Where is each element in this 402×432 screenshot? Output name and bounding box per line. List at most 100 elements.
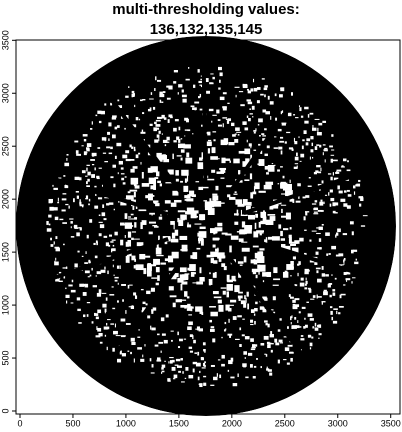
branch [203, 41, 205, 186]
speck [197, 233, 201, 237]
speck [250, 320, 253, 323]
speck [320, 168, 321, 171]
speck [140, 162, 141, 165]
speck [270, 331, 272, 334]
speck [254, 186, 255, 191]
speck [249, 108, 251, 109]
speck [142, 220, 147, 225]
speck [255, 223, 257, 229]
speck [256, 230, 264, 232]
speck [131, 238, 134, 240]
speck [319, 247, 321, 249]
x-tick-label: 1500 [169, 418, 189, 428]
speck [347, 205, 348, 207]
speck [333, 172, 334, 175]
speck [126, 195, 134, 199]
speck [271, 206, 279, 209]
speck [131, 214, 134, 216]
speck [213, 139, 215, 141]
speck [361, 225, 365, 226]
speck [256, 275, 258, 278]
speck [328, 283, 332, 285]
speck [153, 307, 157, 310]
speck [218, 125, 222, 127]
speck [129, 306, 133, 307]
speck [96, 335, 101, 337]
speck [323, 152, 324, 155]
speck [188, 321, 193, 325]
speck [291, 325, 292, 329]
speck [262, 78, 265, 79]
speck [149, 213, 155, 215]
speck [312, 143, 313, 146]
speck [127, 351, 129, 352]
speck [104, 161, 108, 162]
speck [185, 367, 188, 371]
speck [218, 67, 222, 70]
speck [186, 79, 190, 81]
speck [142, 172, 144, 179]
speck [128, 232, 131, 238]
speck [154, 122, 157, 124]
speck [85, 198, 87, 199]
speck [100, 342, 103, 344]
speck [132, 94, 133, 97]
speck [185, 158, 192, 164]
speck [299, 311, 301, 313]
speck [356, 259, 357, 261]
speck [258, 124, 259, 125]
speck [86, 185, 90, 187]
speck [63, 244, 65, 245]
speck [164, 361, 166, 362]
speck [115, 127, 118, 130]
speck [192, 335, 193, 339]
speck [340, 199, 345, 202]
speck [223, 123, 224, 127]
x-tick-label: 1000 [116, 418, 136, 428]
speck [221, 337, 222, 338]
speck [347, 160, 349, 162]
speck [278, 183, 280, 184]
speck [77, 297, 80, 300]
speck [248, 118, 251, 121]
speck [141, 289, 144, 290]
speck [112, 348, 114, 352]
speck [47, 228, 52, 231]
speck [164, 340, 168, 343]
speck [304, 230, 307, 231]
speck [358, 196, 363, 198]
speck [110, 323, 114, 324]
speck [331, 150, 334, 151]
speck [282, 110, 283, 113]
speck [245, 127, 249, 130]
speck [172, 191, 178, 196]
speck [97, 310, 101, 314]
speck [166, 86, 171, 88]
speck [97, 293, 101, 297]
speck [283, 272, 288, 278]
speck [107, 347, 108, 350]
speck [121, 178, 124, 181]
speck [92, 164, 94, 165]
speck [316, 144, 319, 145]
speck [304, 287, 307, 289]
speck [100, 270, 105, 273]
speck [175, 119, 179, 121]
speck [267, 344, 271, 348]
x-tick-label: 3000 [328, 418, 348, 428]
speck [156, 255, 163, 256]
speck [247, 140, 248, 143]
speck [111, 248, 112, 252]
speck [286, 213, 291, 220]
speck [86, 181, 88, 184]
speck [270, 101, 274, 104]
speck [112, 135, 116, 139]
speck [213, 260, 217, 263]
speck [210, 156, 218, 160]
speck [96, 240, 98, 243]
speck [121, 167, 124, 169]
speck [274, 339, 277, 343]
speck [223, 107, 227, 111]
speck [318, 171, 321, 173]
speck [57, 202, 59, 203]
